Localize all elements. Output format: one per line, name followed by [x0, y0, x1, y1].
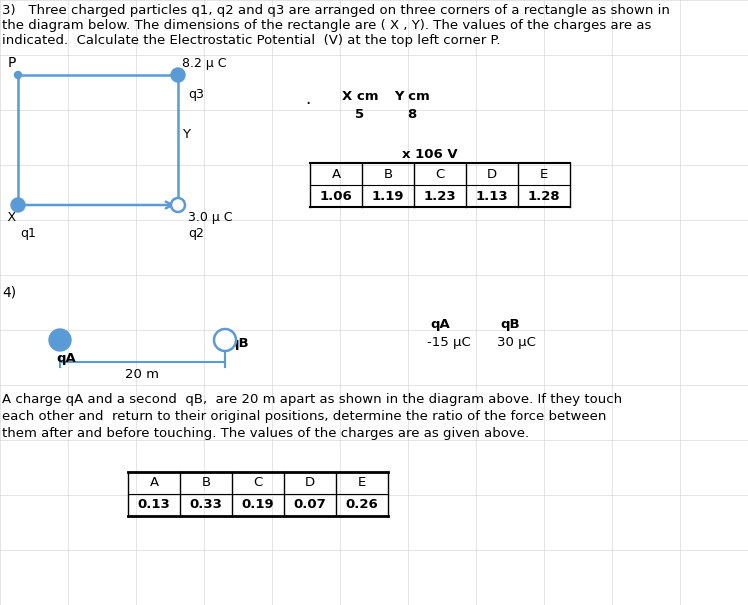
Text: 1.23: 1.23 — [423, 189, 456, 203]
Text: 8: 8 — [408, 108, 417, 121]
Text: indicated.  Calculate the Electrostatic Potential  (V) at the top left corner P.: indicated. Calculate the Electrostatic P… — [2, 34, 500, 47]
Text: Y: Y — [182, 128, 190, 142]
Text: 3.0 μ C: 3.0 μ C — [188, 211, 233, 224]
Text: 4): 4) — [2, 285, 16, 299]
Text: B: B — [384, 168, 393, 180]
Circle shape — [49, 329, 71, 351]
Text: D: D — [487, 168, 497, 180]
Text: 1.19: 1.19 — [372, 189, 404, 203]
Text: 0.26: 0.26 — [346, 499, 378, 511]
Circle shape — [14, 71, 22, 79]
Text: q3: q3 — [188, 88, 204, 101]
Text: B: B — [201, 477, 211, 489]
Circle shape — [214, 329, 236, 351]
Text: each other and  return to their original positions, determine the ratio of the f: each other and return to their original … — [2, 410, 607, 423]
Text: E: E — [358, 477, 366, 489]
Text: qB: qB — [229, 337, 248, 350]
Text: 1.06: 1.06 — [319, 189, 352, 203]
Text: '-5.1 μ C   X: '-5.1 μ C X — [0, 211, 16, 224]
Text: 3)   Three charged particles q1, q2 and q3 are arranged on three corners of a re: 3) Three charged particles q1, q2 and q3… — [2, 4, 670, 17]
Text: A: A — [150, 477, 159, 489]
Text: .: . — [305, 90, 310, 108]
Text: X cm: X cm — [342, 90, 378, 103]
Text: C: C — [254, 477, 263, 489]
Text: A charge qA and a second  qB,  are 20 m apart as shown in the diagram above. If : A charge qA and a second qB, are 20 m ap… — [2, 393, 622, 406]
Text: 0.13: 0.13 — [138, 499, 171, 511]
Text: C: C — [435, 168, 444, 180]
Circle shape — [171, 68, 185, 82]
Text: 5: 5 — [355, 108, 364, 121]
Text: 1.28: 1.28 — [527, 189, 560, 203]
Circle shape — [11, 198, 25, 212]
Text: 20 m: 20 m — [126, 368, 159, 381]
Text: the diagram below. The dimensions of the rectangle are ( X , Y). The values of t: the diagram below. The dimensions of the… — [2, 19, 652, 32]
Text: -15 μC: -15 μC — [427, 336, 470, 349]
Text: E: E — [540, 168, 548, 180]
Text: qA: qA — [56, 352, 76, 365]
Text: Y cm: Y cm — [394, 90, 430, 103]
Text: qA: qA — [430, 318, 450, 331]
Text: 0.07: 0.07 — [294, 499, 326, 511]
Text: 0.19: 0.19 — [242, 499, 275, 511]
Text: D: D — [305, 477, 315, 489]
Text: 0.33: 0.33 — [189, 499, 222, 511]
Text: q1: q1 — [20, 227, 36, 240]
Text: 30 μC: 30 μC — [497, 336, 536, 349]
Circle shape — [171, 198, 185, 212]
Text: A: A — [331, 168, 340, 180]
Text: q2: q2 — [188, 227, 204, 240]
Text: x 106 V: x 106 V — [402, 148, 458, 161]
Text: qB: qB — [500, 318, 520, 331]
Text: 8.2 μ C: 8.2 μ C — [182, 57, 227, 70]
Text: P: P — [7, 56, 16, 70]
Text: them after and before touching. The values of the charges are as given above.: them after and before touching. The valu… — [2, 427, 529, 440]
Text: 1.13: 1.13 — [476, 189, 509, 203]
